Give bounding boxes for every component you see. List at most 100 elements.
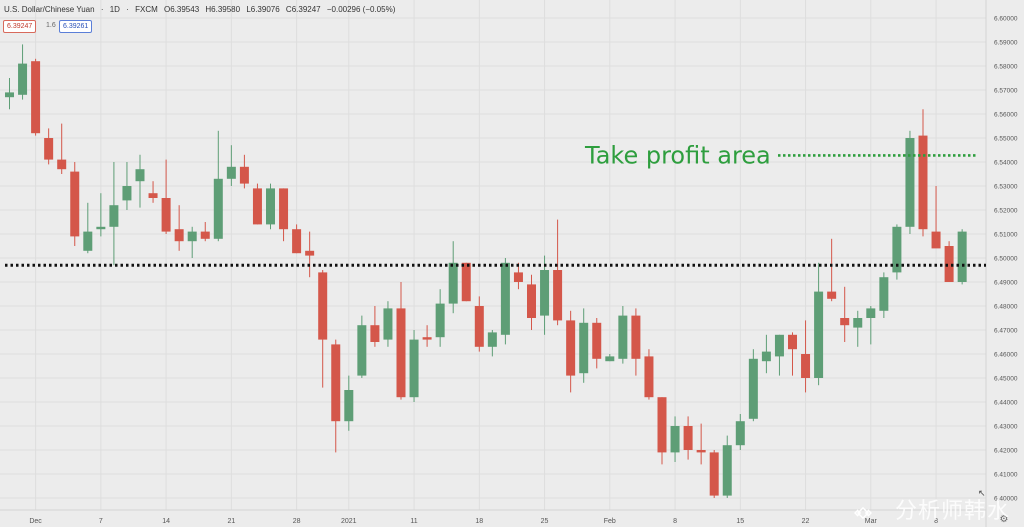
candle-body bbox=[683, 426, 693, 450]
x-tick-label: 8 bbox=[934, 518, 938, 525]
close-value: C6.39247 bbox=[285, 5, 321, 14]
candle bbox=[370, 306, 380, 347]
candle-body bbox=[409, 339, 419, 398]
candle bbox=[487, 330, 497, 357]
y-tick-label: 6.56000 bbox=[994, 112, 1018, 119]
candle-body bbox=[70, 171, 80, 237]
candle bbox=[709, 450, 719, 498]
candle-body bbox=[931, 231, 941, 249]
x-tick-label: 22 bbox=[802, 518, 810, 525]
candle bbox=[644, 349, 654, 400]
candle-body bbox=[814, 291, 824, 378]
candle-body bbox=[83, 231, 93, 251]
y-tick-label: 6.42000 bbox=[994, 448, 1018, 455]
x-tick-label: Dec bbox=[29, 518, 42, 525]
candle bbox=[579, 308, 589, 383]
candle-body bbox=[801, 354, 811, 378]
candle bbox=[96, 193, 106, 237]
candle-body bbox=[161, 198, 171, 232]
y-tick-label: 6.49000 bbox=[994, 280, 1018, 287]
candle-body bbox=[461, 262, 471, 302]
candle-body bbox=[331, 344, 341, 422]
candle bbox=[696, 423, 706, 465]
candle-body bbox=[827, 291, 837, 299]
candle bbox=[83, 202, 93, 254]
candle bbox=[266, 183, 275, 230]
candle-body bbox=[344, 390, 354, 422]
y-tick-label: 6.48000 bbox=[994, 304, 1018, 311]
candle bbox=[683, 416, 693, 460]
candle bbox=[187, 226, 197, 258]
candle-body bbox=[918, 135, 928, 230]
change-value: −0.00296 (−0.05%) bbox=[326, 5, 396, 14]
candle bbox=[774, 334, 784, 376]
candle-body bbox=[605, 356, 615, 362]
candle bbox=[344, 375, 354, 431]
candle-body bbox=[553, 270, 563, 321]
candle-body bbox=[357, 325, 367, 376]
candle bbox=[461, 262, 471, 302]
candle-body bbox=[200, 231, 210, 239]
candle-body bbox=[513, 272, 523, 282]
exchange-label: FXCM bbox=[135, 5, 158, 14]
candle bbox=[279, 188, 289, 242]
candle bbox=[657, 397, 667, 465]
candle-body bbox=[866, 308, 876, 318]
candle bbox=[213, 130, 223, 242]
watermark-logo-icon bbox=[854, 506, 872, 520]
candle bbox=[57, 123, 67, 174]
watermark-text: 分析师韩水 bbox=[894, 499, 1010, 524]
candle bbox=[722, 435, 732, 498]
candle bbox=[801, 320, 811, 393]
settings-gear-icon[interactable]: ⚙ bbox=[1000, 514, 1009, 525]
y-tick-label: 6.58000 bbox=[994, 64, 1018, 71]
candle-body bbox=[57, 159, 67, 170]
candle bbox=[592, 318, 602, 369]
bid-price-button[interactable]: 6.39247 bbox=[3, 20, 37, 33]
symbol-name[interactable]: U.S. Dollar/Chinese Yuan bbox=[4, 5, 95, 14]
candle-body bbox=[266, 188, 275, 225]
candle-body bbox=[853, 318, 863, 328]
candle bbox=[540, 255, 550, 335]
x-tick-label: 18 bbox=[475, 518, 483, 525]
y-tick-label: 6.43000 bbox=[994, 424, 1018, 431]
candle-body bbox=[448, 262, 458, 304]
ask-price-button[interactable]: 6.39261 bbox=[59, 20, 93, 33]
candle bbox=[292, 224, 302, 254]
y-tick-label: 6.45000 bbox=[994, 376, 1018, 383]
candle-body bbox=[944, 246, 954, 282]
candle bbox=[70, 162, 80, 246]
candle bbox=[618, 306, 628, 364]
candle-body bbox=[670, 426, 680, 453]
candle-body bbox=[318, 272, 328, 340]
candle bbox=[761, 334, 771, 374]
y-tick-label: 6.52000 bbox=[994, 208, 1018, 215]
candle bbox=[305, 231, 315, 278]
candle-body bbox=[540, 270, 550, 316]
take-profit-label: Take profit area bbox=[584, 141, 771, 169]
candle-body bbox=[579, 322, 589, 374]
candle bbox=[148, 181, 158, 203]
x-tick-label: 21 bbox=[227, 518, 235, 525]
candle bbox=[735, 414, 745, 450]
candle-body bbox=[840, 318, 850, 326]
y-tick-label: 6.59000 bbox=[994, 40, 1018, 47]
candle bbox=[331, 339, 341, 453]
candle bbox=[931, 186, 941, 249]
timeframe-label[interactable]: 1D bbox=[109, 5, 120, 14]
candle-body bbox=[487, 332, 497, 347]
candle bbox=[409, 330, 419, 402]
candle-body bbox=[96, 226, 106, 230]
candle-body bbox=[474, 306, 484, 347]
y-tick-label: 6.46000 bbox=[994, 352, 1018, 359]
candle-body bbox=[527, 284, 536, 318]
x-tick-label: 25 bbox=[541, 518, 549, 525]
candle-body bbox=[305, 250, 315, 256]
spread-value: 1.6 bbox=[46, 22, 56, 29]
candle-body bbox=[657, 397, 667, 453]
candle-body bbox=[618, 315, 628, 359]
candle bbox=[174, 205, 184, 251]
x-tick-label: 11 bbox=[410, 518, 417, 525]
